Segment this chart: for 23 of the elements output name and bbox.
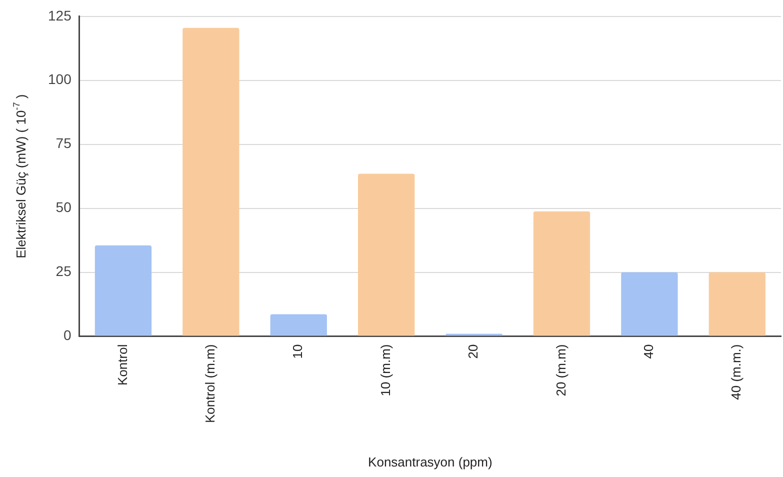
bar: [94, 245, 152, 336]
bar: [358, 174, 415, 336]
y-tick-label: 125: [48, 7, 72, 24]
x-tick-label: 40 (m.m.): [728, 344, 744, 400]
x-tick-label: 20 (m.m): [553, 344, 568, 396]
y-tick-label: 75: [56, 135, 72, 152]
y-tick-label: 0: [64, 327, 72, 344]
bar: [708, 272, 766, 336]
bar: [182, 28, 240, 336]
bar: [270, 314, 327, 336]
x-tick-label: 10: [290, 344, 306, 359]
x-tick-label: Kontrol: [114, 344, 130, 386]
y-tick-label: 50: [56, 199, 72, 216]
y-axis-title: Elektriksel Güç (mW) ( 10-7 ): [11, 94, 29, 258]
x-tick-label: 20: [466, 344, 481, 359]
x-tick-label: 40: [641, 344, 656, 359]
y-tick-label: 25: [56, 263, 72, 280]
x-axis-title: Konsantrasyon (ppm): [368, 454, 492, 470]
x-tick-label: Kontrol (m.m): [202, 344, 218, 424]
x-tick-label: 10 (m.m): [378, 344, 393, 396]
bar: [533, 211, 590, 336]
bar: [621, 272, 678, 336]
y-tick-label: 100: [48, 71, 72, 88]
